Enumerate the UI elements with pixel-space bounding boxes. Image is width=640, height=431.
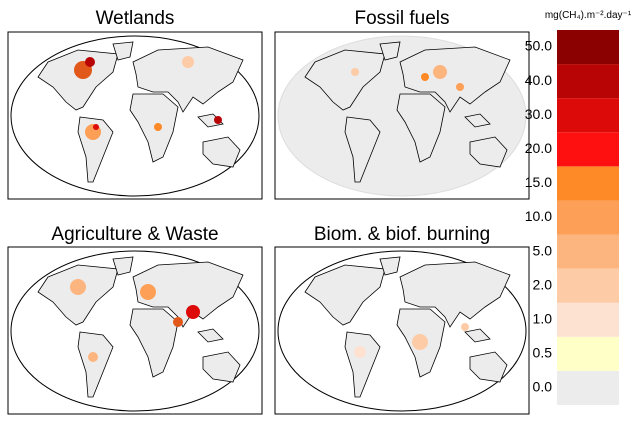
panel-frame xyxy=(7,31,263,200)
continents xyxy=(37,256,244,398)
panel-title: Fossil fuels xyxy=(354,8,449,29)
panel-frame xyxy=(274,31,530,200)
panel-frame xyxy=(274,246,530,415)
colorbar-tick-label: 0.0 xyxy=(533,379,553,395)
colorbar-tick-label: 15.0 xyxy=(525,174,552,190)
continents xyxy=(304,41,511,183)
colorbar-box xyxy=(557,234,619,269)
map-panel: Wetlands xyxy=(7,8,263,200)
panel-title: Biom. & biof. burning xyxy=(314,224,490,245)
map-panel: Biom. & biof. burning xyxy=(274,224,530,415)
colorbar-box xyxy=(557,132,619,167)
map-panel: Agriculture & Waste xyxy=(7,224,263,415)
colorbar-box xyxy=(557,268,619,303)
map-panel: Fossil fuels xyxy=(274,8,530,200)
continents xyxy=(304,256,511,398)
colorbar: 0.0 0.5 1.0 2.0 5.0 10.0 15.0 20.0 30.0 40.0 50.0 xyxy=(525,30,619,405)
colorbar-box xyxy=(557,64,619,99)
continents xyxy=(37,41,244,183)
colorbar-title: mg(CH₄).m⁻².day⁻¹ xyxy=(545,10,632,21)
panel-title: Wetlands xyxy=(96,8,175,29)
colorbar-box xyxy=(557,200,619,235)
colorbar-tick-label: 20.0 xyxy=(525,140,552,156)
colorbar-tick-label: 10.0 xyxy=(525,208,552,224)
colorbar-tick-label: 40.0 xyxy=(525,72,552,88)
colorbar-box xyxy=(557,302,619,337)
panel-frame xyxy=(7,246,263,415)
colorbar-box xyxy=(557,336,619,371)
colorbar-box xyxy=(557,370,619,405)
colorbar-box xyxy=(557,166,619,201)
colorbar-box xyxy=(557,30,619,65)
colorbar-tick-label: 2.0 xyxy=(533,276,553,292)
colorbar-tick-label: 0.5 xyxy=(533,345,553,361)
panel-title: Agriculture & Waste xyxy=(51,224,218,245)
colorbar-box xyxy=(557,98,619,133)
colorbar-tick-label: 5.0 xyxy=(533,242,553,258)
colorbar-tick-label: 1.0 xyxy=(533,310,553,326)
colorbar-tick-label: 30.0 xyxy=(525,106,552,122)
colorbar-tick-label: 50.0 xyxy=(525,38,552,54)
